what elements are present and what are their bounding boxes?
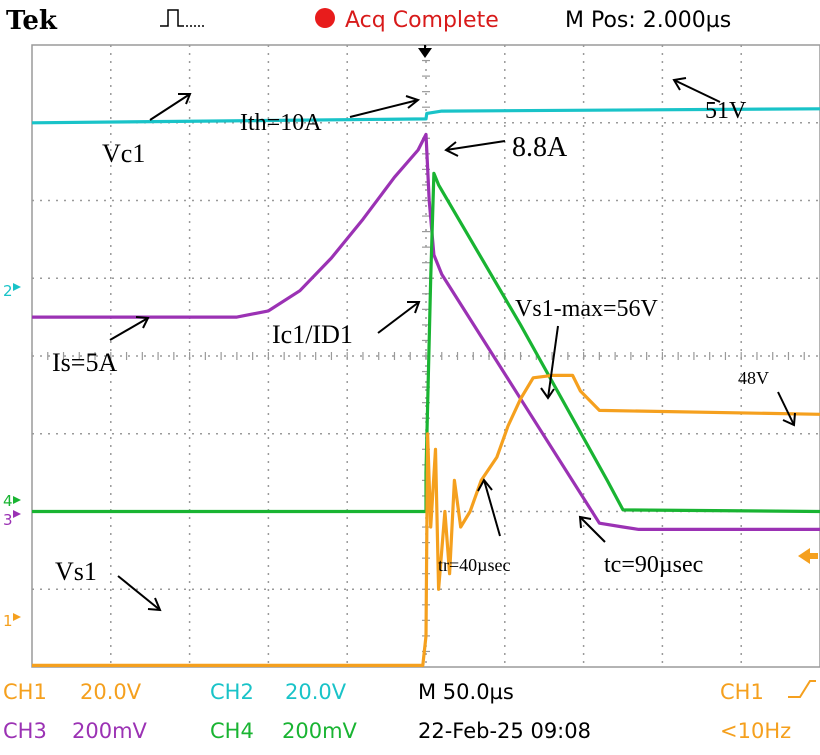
trigger-source: CH1	[720, 680, 764, 704]
annotations	[109, 77, 796, 612]
trigger-frequency: <10Hz	[720, 719, 791, 743]
brand-logo: Tek	[6, 6, 58, 36]
label-tr: tr=40µsec	[438, 555, 511, 575]
ch1-trigger-level-icon	[798, 548, 810, 564]
ch1-ground-marker: 1	[3, 612, 13, 630]
label-48v: 48V	[738, 368, 769, 388]
ch2-label: CH2	[210, 680, 254, 704]
label-tc: tc=90µsec	[604, 552, 703, 578]
ch4-label: CH4	[210, 719, 254, 743]
label-8-8a: 8.8A	[512, 132, 568, 163]
label-vs1-max: Vs1-max=56V	[515, 296, 659, 322]
ch2-ground-marker: 2	[3, 282, 13, 300]
timebase: M 50.0µs	[418, 680, 514, 704]
ch4-ground-marker: 4	[3, 492, 13, 510]
trigger-position-marker	[418, 45, 432, 58]
label-51v: 51V	[705, 98, 747, 124]
label-is5a: Is=5A	[52, 348, 117, 377]
label-ic1-id1: Ic1/ID1	[272, 320, 353, 349]
ch1-scale: 20.0V	[80, 680, 142, 704]
ch3-label: CH3	[3, 719, 47, 743]
label-ith: Ith=10A	[240, 110, 322, 136]
label-vs1: Vs1	[55, 557, 97, 586]
horizontal-position: M Pos: 2.000µs	[565, 8, 731, 33]
ch2-scale: 20.0V	[285, 680, 347, 704]
pulse-trigger-icon	[160, 9, 206, 27]
ch3-trace	[32, 132, 820, 532]
acquisition-status: Acq Complete	[345, 8, 499, 33]
ch2-trace	[31, 107, 820, 125]
ch1-trace	[32, 373, 820, 668]
ch1-label: CH1	[3, 680, 47, 704]
rising-edge-icon	[788, 680, 816, 698]
footer-readouts: CH1 20.0V CH2 20.0V M 50.0µs CH1 CH3 200…	[3, 680, 816, 743]
ch3-ground-marker: 3	[3, 511, 13, 529]
ch3-scale: 200mV	[72, 719, 148, 743]
ch4-scale: 200mV	[282, 719, 358, 743]
waveform-traces	[31, 107, 820, 668]
label-vc1: Vc1	[102, 139, 145, 168]
acquisition-status-icon	[315, 8, 335, 28]
datetime: 22-Feb-25 09:08	[418, 719, 591, 743]
annotation-labels: Vc1 51V Ith=10A 8.8A Ic1/ID1 Vs1-max=56V…	[52, 98, 769, 586]
channel-markers: 2 4 3 1	[3, 282, 818, 630]
